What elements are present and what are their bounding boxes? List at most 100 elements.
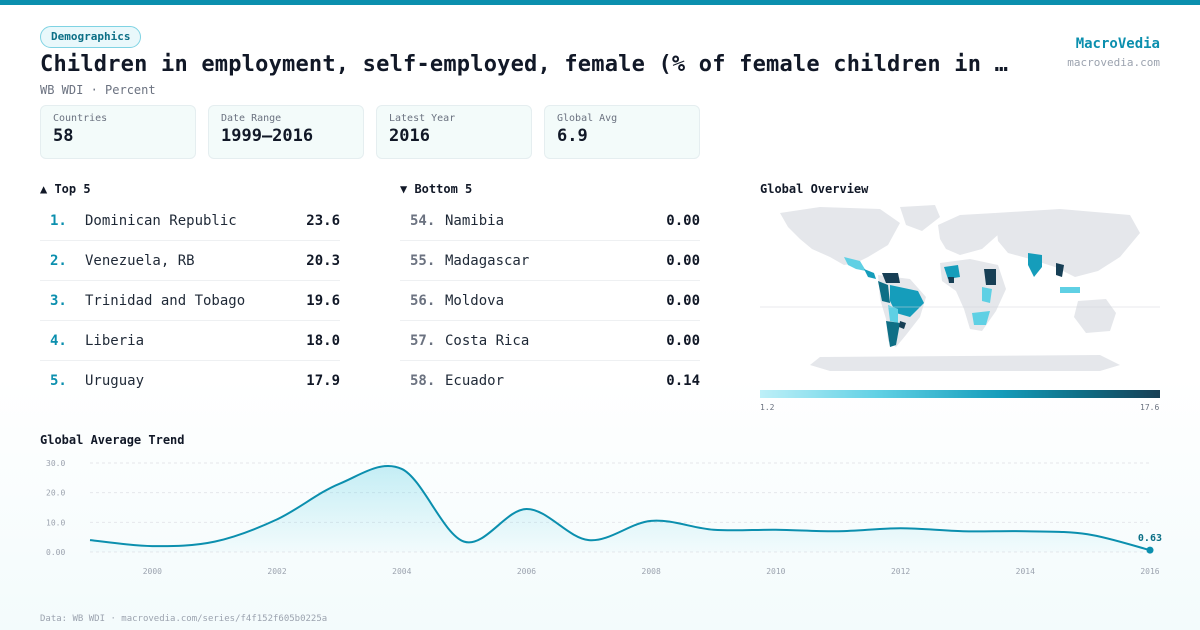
- map-central-america[interactable]: [864, 269, 876, 279]
- trend-end-point[interactable]: [1146, 546, 1154, 554]
- x-tick-label: 2000: [143, 567, 162, 576]
- map-mexico[interactable]: [844, 257, 866, 271]
- rank-number: 56.: [410, 292, 436, 309]
- trend-line: [89, 464, 1151, 552]
- list-item[interactable]: 1. Dominican Republic 23.6: [40, 201, 340, 241]
- map-west-africa[interactable]: [944, 265, 960, 279]
- stat-cards: Countries 58 Date Range 1999–2016 Latest…: [40, 105, 700, 159]
- stat-card-countries: Countries 58: [40, 105, 196, 159]
- map-southeast-asia[interactable]: [1056, 263, 1064, 277]
- rank-number: 2.: [50, 252, 67, 269]
- stat-label: Global Avg: [557, 113, 618, 124]
- stat-value: 58: [53, 126, 74, 146]
- bottom5-heading: ▼ Bottom 5: [400, 182, 473, 196]
- map-north-america[interactable]: [780, 207, 900, 265]
- list-item[interactable]: 56. Moldova 0.00: [400, 281, 700, 321]
- top-accent-bar: [0, 0, 1200, 5]
- x-tick-label: 2016: [1140, 567, 1159, 576]
- bottom5-list: 54. Namibia 0.00 55. Madagascar 0.00 56.…: [400, 201, 700, 400]
- map-colombia-peru[interactable]: [878, 281, 890, 303]
- map-india[interactable]: [1028, 253, 1042, 277]
- country-name: Costa Rica: [445, 332, 530, 349]
- top5-list: 1. Dominican Republic 23.6 2. Venezuela,…: [40, 201, 340, 400]
- trend-chart-svg: 0.00 10.0 20.0 30.0 2000 2002 2004 2006 2008 2010…: [46, 459, 1162, 576]
- trend-heading: Global Average Trend: [40, 433, 185, 447]
- map-asia[interactable]: [995, 209, 1140, 277]
- map-indonesia[interactable]: [1060, 287, 1080, 293]
- list-item[interactable]: 2. Venezuela, RB 20.3: [40, 241, 340, 281]
- map-legend-bar: [760, 390, 1160, 398]
- list-item[interactable]: 3. Trinidad and Tobago 19.6: [40, 281, 340, 321]
- map-greenland[interactable]: [900, 205, 940, 231]
- legend-min-label: 1.2: [760, 403, 775, 412]
- map-heading: Global Overview: [760, 182, 869, 196]
- y-tick-label: 30.0: [46, 459, 65, 468]
- country-value: 17.9: [306, 372, 340, 389]
- map-antarctica[interactable]: [810, 355, 1120, 371]
- country-value: 0.00: [666, 212, 700, 229]
- stat-label: Countries: [53, 113, 108, 124]
- rank-number: 55.: [410, 252, 436, 269]
- country-value: 19.6: [306, 292, 340, 309]
- map-venezuela[interactable]: [882, 273, 900, 283]
- map-east-africa[interactable]: [982, 287, 992, 303]
- country-name: Liberia: [85, 332, 145, 349]
- world-map[interactable]: [760, 205, 1160, 385]
- footer-source: Data: WB WDI · macrovedia.com/series/f4f…: [40, 614, 328, 624]
- map-liberia[interactable]: [948, 277, 954, 283]
- y-tick-label: 20.0: [46, 489, 65, 498]
- x-tick-label: 2008: [642, 567, 661, 576]
- brand-logo[interactable]: MacroVedia: [1075, 36, 1160, 52]
- country-value: 0.00: [666, 252, 700, 269]
- list-item[interactable]: 58. Ecuador 0.14: [400, 361, 700, 400]
- stat-value: 6.9: [557, 126, 588, 146]
- rank-number: 3.: [50, 292, 67, 309]
- x-tick-label: 2004: [392, 567, 411, 576]
- country-name: Trinidad and Tobago: [85, 292, 246, 309]
- country-name: Namibia: [445, 212, 505, 229]
- x-tick-label: 2014: [1016, 567, 1035, 576]
- map-uruguay[interactable]: [899, 321, 906, 329]
- category-badge[interactable]: Demographics: [40, 26, 142, 48]
- page-subtitle: WB WDI · Percent: [40, 83, 156, 97]
- stat-label: Date Range: [221, 113, 282, 124]
- map-brazil[interactable]: [890, 285, 924, 317]
- rank-number: 4.: [50, 332, 67, 349]
- list-item[interactable]: 55. Madagascar 0.00: [400, 241, 700, 281]
- list-item[interactable]: 54. Namibia 0.00: [400, 201, 700, 241]
- trend-area: [90, 465, 1150, 552]
- country-value: 20.3: [306, 252, 340, 269]
- list-item[interactable]: 4. Liberia 18.0: [40, 321, 340, 361]
- brand-url[interactable]: macrovedia.com: [1067, 56, 1160, 69]
- list-item[interactable]: 5. Uruguay 17.9: [40, 361, 340, 400]
- map-australia[interactable]: [1074, 299, 1116, 333]
- country-name: Moldova: [445, 292, 505, 309]
- map-europe[interactable]: [938, 213, 1000, 255]
- country-name: Uruguay: [85, 372, 145, 389]
- country-name: Madagascar: [445, 252, 530, 269]
- trend-last-value: 0.63: [1138, 533, 1162, 544]
- legend-max-label: 17.6: [1140, 403, 1160, 412]
- stat-card-global-avg: Global Avg 6.9: [544, 105, 700, 159]
- country-value: 0.00: [666, 332, 700, 349]
- map-bolivia-paraguay[interactable]: [888, 305, 898, 323]
- rank-number: 1.: [50, 212, 67, 229]
- country-name: Ecuador: [445, 372, 505, 389]
- country-value: 0.00: [666, 292, 700, 309]
- rank-number: 57.: [410, 332, 436, 349]
- stat-card-latest-year: Latest Year 2016: [376, 105, 532, 159]
- country-name: Venezuela, RB: [85, 252, 195, 269]
- x-tick-label: 2012: [891, 567, 910, 576]
- map-ethiopia[interactable]: [984, 269, 996, 285]
- rank-number: 5.: [50, 372, 67, 389]
- trend-chart[interactable]: 0.00 10.0 20.0 30.0 2000 2002 2004 2006 2008 2010…: [40, 450, 1170, 585]
- y-tick-label: 10.0: [46, 518, 65, 527]
- x-tick-label: 2006: [517, 567, 536, 576]
- country-value: 23.6: [306, 212, 340, 229]
- y-tick-label: 0.00: [46, 548, 65, 557]
- top5-heading: ▲ Top 5: [40, 182, 91, 196]
- map-southern-africa[interactable]: [972, 311, 990, 325]
- map-argentina-chile[interactable]: [886, 321, 900, 347]
- list-item[interactable]: 57. Costa Rica 0.00: [400, 321, 700, 361]
- x-tick-label: 2010: [766, 567, 785, 576]
